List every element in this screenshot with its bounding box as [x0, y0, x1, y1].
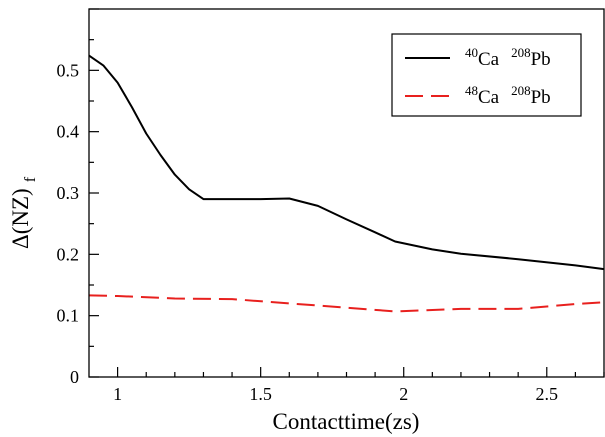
legend-label-48ca-208pb: 48Ca 208Pb [465, 83, 551, 108]
y-axis-title: Δ(NZ) f [8, 176, 39, 249]
series-line-40ca-208pb [88, 54, 605, 271]
series-line-48ca-208pb [88, 294, 605, 313]
y-tick-label: 0.5 [57, 60, 80, 80]
svg-text:Δ(NZ)f: Δ(NZ) f [8, 176, 39, 249]
y-axis-title-main: Δ(NZ) [8, 188, 33, 249]
legend-label-40ca-208pb: 40Ca 208Pb [465, 45, 551, 70]
series-lines [88, 54, 605, 313]
y-tick-label: 0.4 [57, 122, 80, 142]
y-axis-title-subscript: f [22, 176, 39, 182]
legend: 40Ca 208Pb 48Ca 208Pb [391, 33, 582, 117]
x-tick-label: 1 [113, 384, 122, 404]
x-tick-label: 1.5 [249, 384, 272, 404]
legend-box [391, 33, 582, 117]
y-tick-label: 0.3 [57, 183, 80, 203]
plot-frame [88, 8, 605, 378]
x-axis-title: Contacttime(zs) [273, 409, 420, 434]
y-tick-label: 0.2 [57, 244, 80, 264]
y-tick-label: 0.1 [57, 306, 80, 326]
x-tick-label: 2 [399, 384, 408, 404]
tick-labels: 1 1.5 2 2.5 0 0.1 0.2 0.3 0.4 0.5 [57, 60, 559, 404]
y-tick-label: 0 [70, 367, 79, 387]
x-tick-label: 2.5 [536, 384, 559, 404]
